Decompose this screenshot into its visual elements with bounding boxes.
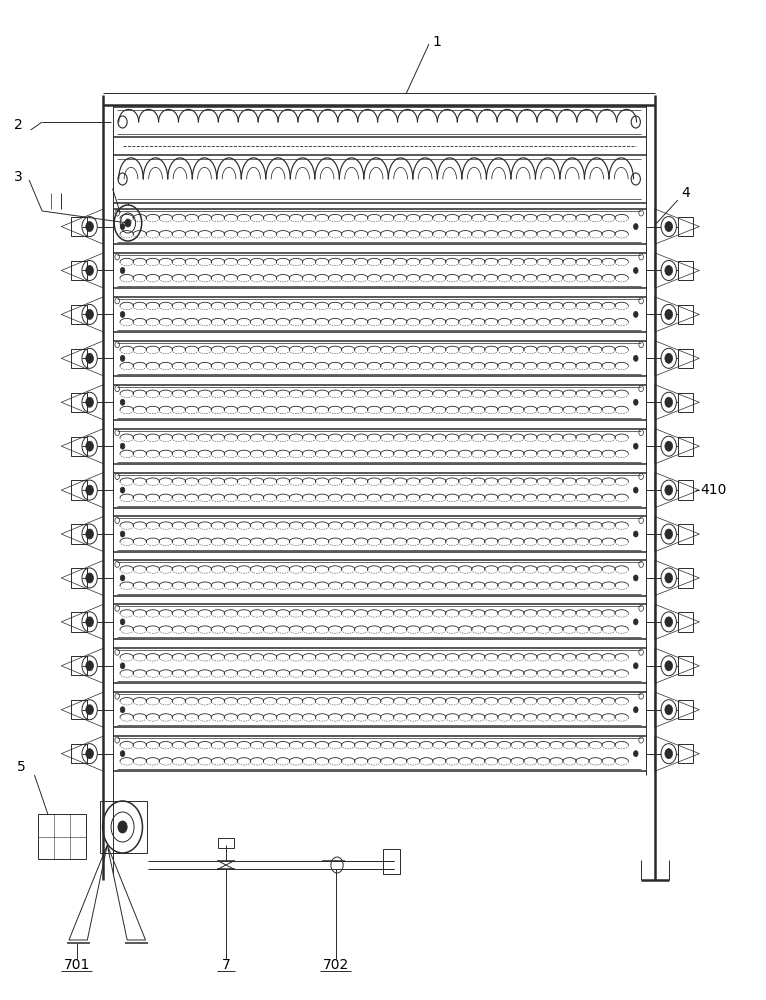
- Text: 1: 1: [433, 35, 442, 49]
- Circle shape: [120, 355, 125, 361]
- Circle shape: [118, 821, 127, 833]
- Circle shape: [665, 441, 673, 451]
- Bar: [71, 568, 87, 588]
- Bar: [678, 744, 693, 763]
- Circle shape: [665, 397, 673, 407]
- Circle shape: [86, 353, 93, 363]
- Circle shape: [665, 749, 673, 759]
- Circle shape: [86, 529, 93, 539]
- Bar: [218, 838, 234, 848]
- Circle shape: [633, 399, 638, 405]
- Bar: [38, 814, 86, 859]
- Text: 701: 701: [64, 958, 90, 972]
- Text: 702: 702: [322, 958, 349, 972]
- Circle shape: [120, 443, 125, 449]
- Bar: [678, 305, 693, 324]
- Bar: [71, 612, 87, 632]
- Circle shape: [120, 311, 125, 317]
- Circle shape: [86, 749, 93, 759]
- Circle shape: [120, 619, 125, 625]
- Circle shape: [120, 707, 125, 713]
- Circle shape: [633, 443, 638, 449]
- Bar: [71, 261, 87, 280]
- Circle shape: [665, 353, 673, 363]
- Circle shape: [633, 224, 638, 230]
- Circle shape: [633, 267, 638, 273]
- Bar: [678, 656, 693, 675]
- Circle shape: [633, 487, 638, 493]
- Circle shape: [665, 529, 673, 539]
- Bar: [678, 217, 693, 236]
- Bar: [71, 524, 87, 544]
- Circle shape: [665, 309, 673, 319]
- Circle shape: [633, 575, 638, 581]
- Bar: [71, 744, 87, 763]
- Circle shape: [633, 751, 638, 757]
- Bar: [71, 700, 87, 719]
- Circle shape: [120, 751, 125, 757]
- Bar: [678, 568, 693, 588]
- Bar: [71, 480, 87, 500]
- Bar: [678, 261, 693, 280]
- Bar: [100, 801, 147, 853]
- Bar: [678, 480, 693, 500]
- Circle shape: [633, 663, 638, 669]
- Circle shape: [86, 441, 93, 451]
- Bar: [71, 437, 87, 456]
- Circle shape: [633, 311, 638, 317]
- Bar: [678, 393, 693, 412]
- Bar: [71, 656, 87, 675]
- Bar: [71, 305, 87, 324]
- Bar: [71, 217, 87, 236]
- Text: 7: 7: [221, 958, 231, 972]
- Circle shape: [86, 309, 93, 319]
- Bar: [678, 524, 693, 544]
- Circle shape: [665, 661, 673, 671]
- Circle shape: [665, 222, 673, 232]
- Circle shape: [120, 487, 125, 493]
- Circle shape: [86, 397, 93, 407]
- Text: 4: 4: [682, 186, 690, 200]
- Bar: [678, 437, 693, 456]
- Circle shape: [86, 485, 93, 495]
- Bar: [71, 349, 87, 368]
- Text: 410: 410: [700, 483, 726, 497]
- Circle shape: [86, 222, 93, 232]
- Circle shape: [120, 531, 125, 537]
- Circle shape: [665, 485, 673, 495]
- Circle shape: [633, 531, 638, 537]
- Bar: [678, 700, 693, 719]
- Circle shape: [633, 355, 638, 361]
- Circle shape: [86, 661, 93, 671]
- Text: 2: 2: [15, 118, 23, 132]
- Circle shape: [120, 663, 125, 669]
- Bar: [383, 849, 400, 874]
- Circle shape: [665, 573, 673, 583]
- Circle shape: [665, 617, 673, 627]
- Circle shape: [633, 707, 638, 713]
- Circle shape: [86, 617, 93, 627]
- Circle shape: [120, 267, 125, 273]
- Text: 3: 3: [15, 170, 23, 184]
- Circle shape: [86, 573, 93, 583]
- Circle shape: [86, 705, 93, 715]
- Bar: [678, 612, 693, 632]
- Circle shape: [665, 265, 673, 275]
- Circle shape: [125, 219, 131, 227]
- Circle shape: [120, 224, 125, 230]
- Circle shape: [633, 619, 638, 625]
- Bar: [71, 393, 87, 412]
- Circle shape: [120, 399, 125, 405]
- Circle shape: [86, 265, 93, 275]
- Bar: [678, 349, 693, 368]
- Circle shape: [120, 575, 125, 581]
- Text: 5: 5: [17, 760, 25, 774]
- Circle shape: [665, 705, 673, 715]
